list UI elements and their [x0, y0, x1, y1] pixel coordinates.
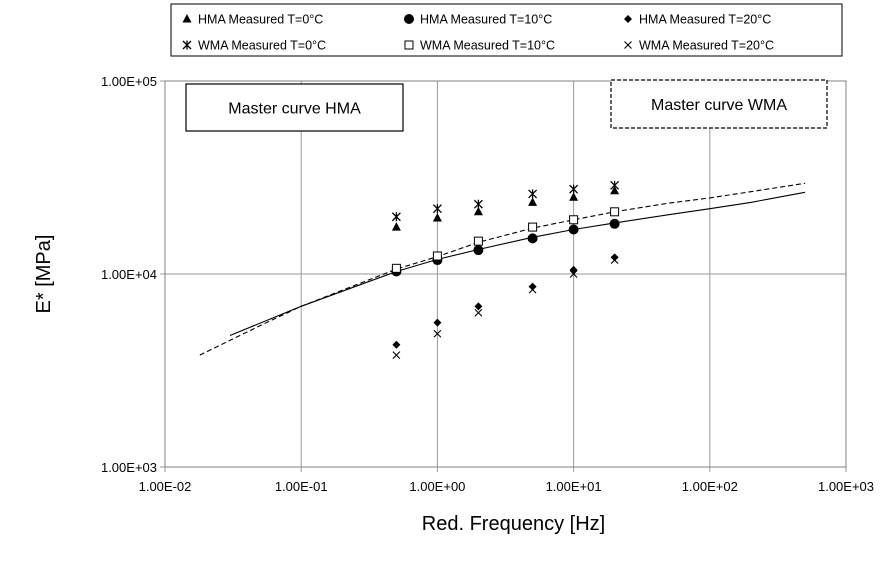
tick-labels: 1.00E-02 1.00E-01 1.00E+00 1.00E+01 1.00E+02… — [101, 74, 874, 494]
legend-entry: HMA Measured T=10°C — [404, 13, 552, 27]
legend-entry: WMA Measured T=10°C — [405, 39, 555, 53]
data-point — [474, 200, 482, 209]
grid — [160, 81, 846, 472]
data-point — [433, 213, 442, 222]
legend-label: HMA Measured T=20°C — [639, 13, 771, 27]
y-tick-label: 1.00E+04 — [101, 267, 157, 282]
data-point — [474, 302, 482, 310]
data-point — [392, 222, 401, 231]
data-point — [528, 197, 537, 206]
legend-entry: HMA Measured T=0°C — [183, 13, 324, 27]
data-point — [392, 264, 400, 272]
data-point — [569, 225, 579, 235]
annotation-text: Master curve WMA — [651, 97, 787, 114]
legend-entry: HMA Measured T=20°C — [624, 13, 771, 27]
annotation-text: Master curve HMA — [228, 101, 361, 118]
data-point — [433, 252, 441, 260]
x-axis-title: Red. Frequency [Hz] — [422, 513, 605, 535]
data-point — [570, 185, 578, 194]
data-point — [570, 216, 578, 224]
x-tick-label: 1.00E+01 — [546, 479, 602, 494]
legend-marker — [404, 14, 414, 24]
data-point — [473, 245, 483, 255]
y-tick-label: 1.00E+03 — [101, 460, 157, 475]
data-point — [611, 208, 619, 216]
data-point — [474, 237, 482, 245]
hma-curve-label: Master curve HMA — [186, 84, 403, 131]
legend-label: WMA Measured T=10°C — [420, 39, 555, 53]
y-axis-title: E* [MPa] — [33, 235, 55, 314]
x-tick-label: 1.00E-02 — [139, 479, 192, 494]
data-point — [528, 233, 538, 243]
legend-label: WMA Measured T=20°C — [639, 39, 774, 53]
data-point — [392, 341, 400, 349]
data-point — [529, 189, 537, 198]
legend-label: WMA Measured T=0°C — [198, 39, 326, 53]
data-point — [392, 212, 400, 221]
x-tick-label: 1.00E-01 — [275, 479, 328, 494]
data-point — [570, 266, 578, 274]
legend-entry: WMA Measured T=0°C — [183, 39, 326, 53]
data-point — [610, 219, 620, 229]
master-curves — [200, 183, 805, 355]
legend: HMA Measured T=0°C HMA Measured T=10°C HMA… — [171, 4, 842, 56]
data-point — [393, 352, 400, 359]
hma-master-curve — [230, 192, 805, 335]
data-points — [391, 181, 619, 359]
legend-marker — [405, 41, 413, 49]
data-point — [529, 223, 537, 231]
wma-master-curve — [200, 183, 805, 355]
data-point — [611, 181, 619, 190]
x-tick-label: 1.00E+00 — [409, 479, 465, 494]
data-point — [433, 204, 441, 213]
legend-label: HMA Measured T=0°C — [198, 13, 323, 27]
legend-entry: WMA Measured T=20°C — [625, 39, 775, 53]
legend-label: HMA Measured T=10°C — [420, 13, 552, 27]
data-point — [433, 319, 441, 327]
y-tick-label: 1.00E+05 — [101, 74, 157, 89]
wma-curve-label: Master curve WMA — [611, 80, 827, 128]
annotations: Master curve HMA Master curve WMA — [186, 80, 827, 131]
x-tick-label: 1.00E+03 — [818, 479, 874, 494]
x-tick-label: 1.00E+02 — [682, 479, 738, 494]
